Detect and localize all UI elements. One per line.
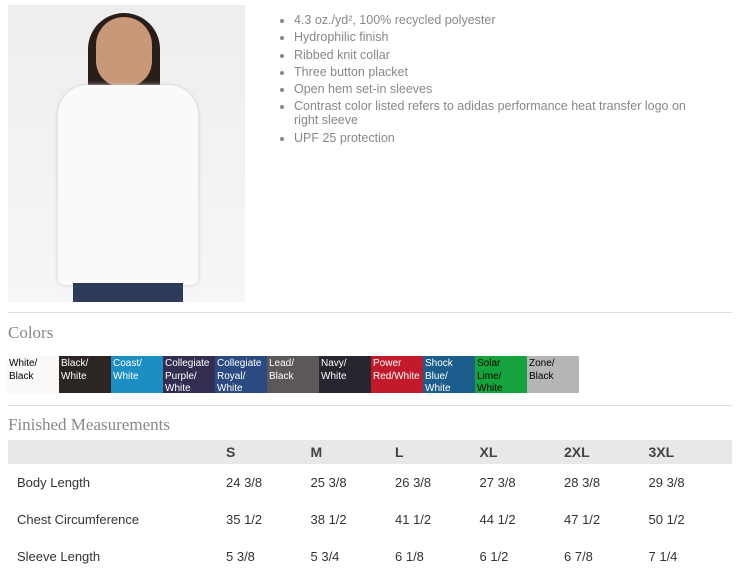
measurement-cell: 26 3/8 — [395, 475, 432, 490]
size-header: XL — [478, 440, 563, 464]
measurement-cell: 29 3/8 — [648, 475, 685, 490]
measurement-cell: 5 3/8 — [226, 549, 255, 564]
feature-item: Hydrophilic finish — [294, 30, 704, 44]
measurement-cell: 5 3/4 — [310, 549, 340, 564]
color-swatch[interactable]: Shock Blue/ White — [423, 356, 475, 393]
measurement-cell: 6 7/8 — [564, 549, 593, 564]
feature-item: Open hem set-in sleeves — [294, 82, 704, 96]
color-swatch[interactable]: Black/ White — [59, 356, 111, 393]
size-header: M — [309, 440, 394, 464]
table-row: Chest Circumference 35 1/2 38 1/2 41 1/2 44 … — [8, 501, 732, 538]
header-blank — [8, 440, 225, 464]
feature-item: Contrast color listed refers to adidas p… — [294, 99, 704, 127]
row-label: Body Length — [17, 475, 91, 490]
measurement-cell: 7 1/4 — [648, 549, 678, 564]
feature-item: Three button placket — [294, 65, 704, 79]
measurement-cell: 6 1/8 — [395, 549, 424, 564]
measurements-heading: Finished Measurements — [8, 415, 170, 434]
measurement-cell: 50 1/2 — [648, 512, 685, 527]
size-header: 3XL — [647, 440, 732, 464]
measurement-cell: 41 1/2 — [395, 512, 432, 527]
color-swatch[interactable]: Navy/ White — [319, 356, 371, 393]
row-label: Chest Circumference — [17, 512, 140, 527]
row-label: Sleeve Length — [17, 549, 101, 564]
color-swatches: White/ Black Black/ White Coast/ White Coll… — [7, 356, 579, 393]
model-face — [96, 17, 152, 87]
measurement-cell: 28 3/8 — [564, 475, 601, 490]
color-swatch[interactable]: Solar Lime/ White — [475, 356, 527, 393]
measurement-cell: 35 1/2 — [226, 512, 263, 527]
jeans — [73, 283, 183, 302]
measurement-cell: 38 1/2 — [310, 512, 347, 527]
measurement-cell: 24 3/8 — [226, 475, 263, 490]
product-photo — [8, 5, 245, 302]
colors-heading: Colors — [8, 323, 54, 342]
color-swatch[interactable]: White/ Black — [7, 356, 59, 393]
measurement-cell: 27 3/8 — [479, 475, 516, 490]
color-swatch[interactable]: Collegiate Purple/ White — [163, 356, 215, 393]
size-header: S — [225, 440, 310, 464]
size-header: 2XL — [563, 440, 648, 464]
feature-item: UPF 25 protection — [294, 131, 704, 145]
color-swatch[interactable]: Collegiate Royal/ White — [215, 356, 267, 393]
feature-list: 4.3 oz./yd², 100% recycled polyester Hydr… — [276, 13, 704, 148]
color-swatch[interactable]: Power Red/White — [371, 356, 423, 393]
table-row: Body Length 24 3/8 25 3/8 26 3/8 27 3/8 28 3/… — [8, 464, 732, 501]
measurement-cell: 25 3/8 — [310, 475, 347, 490]
color-swatch[interactable]: Coast/ White — [111, 356, 163, 393]
measurement-cell: 44 1/2 — [479, 512, 516, 527]
divider — [8, 312, 732, 313]
color-swatch[interactable]: Zone/ Black — [527, 356, 579, 393]
divider — [8, 405, 732, 406]
size-header: L — [394, 440, 479, 464]
measurement-cell: 6 1/2 — [479, 549, 509, 564]
feature-item: 4.3 oz./yd², 100% recycled polyester — [294, 13, 704, 27]
measurement-cell: 47 1/2 — [564, 512, 601, 527]
measurements-table: S M L XL 2XL 3XL Body Length 24 3/8 25 3/8 26 3/… — [8, 440, 732, 575]
white-polo-shirt — [58, 85, 198, 285]
table-row: Sleeve Length 5 3/8 5 3/4 6 1/8 6 1/2 6 7/8 7 … — [8, 538, 732, 575]
feature-item: Ribbed knit collar — [294, 48, 704, 62]
color-swatch[interactable]: Lead/ Black — [267, 356, 319, 393]
